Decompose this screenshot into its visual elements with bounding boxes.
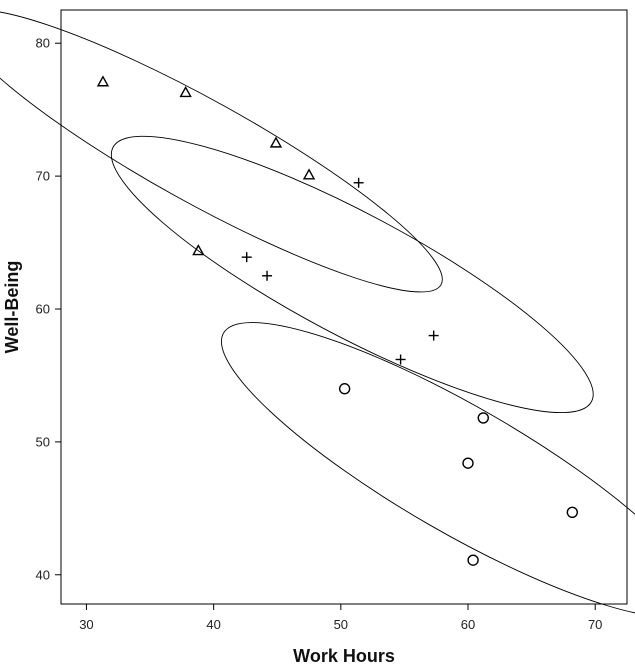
y-tick-label: 70 xyxy=(36,169,50,184)
x-tick-label: 30 xyxy=(79,617,93,632)
y-tick-label: 50 xyxy=(36,434,50,449)
plus-marker xyxy=(428,330,439,341)
plus-marker xyxy=(395,354,406,365)
circle-marker xyxy=(338,383,351,395)
triangle-marker xyxy=(302,168,316,180)
y-axis-title: Well-Being xyxy=(2,261,22,354)
y-tick-label: 80 xyxy=(36,36,50,51)
x-tick-label: 70 xyxy=(588,617,602,632)
y-tick-label: 60 xyxy=(36,301,50,316)
triangle-marker xyxy=(192,244,205,256)
circle-marker xyxy=(462,457,474,469)
x-tick-label: 60 xyxy=(461,617,475,632)
circle-marker xyxy=(467,554,479,566)
triangle-marker xyxy=(269,136,283,148)
y-tick-label: 40 xyxy=(36,567,50,582)
cluster-ellipse-2 xyxy=(110,135,594,414)
x-tick-label: 50 xyxy=(334,617,348,632)
x-tick-label: 40 xyxy=(206,617,220,632)
plus-marker xyxy=(241,252,252,263)
plot-frame xyxy=(60,9,628,605)
cluster-ellipse-1 xyxy=(0,9,443,293)
plus-marker xyxy=(353,177,364,188)
x-axis-title: Work Hours xyxy=(293,646,395,666)
circle-marker xyxy=(477,412,489,424)
plus-marker xyxy=(262,270,273,281)
cluster-ellipse-3 xyxy=(221,322,635,618)
triangle-marker xyxy=(96,75,110,87)
circle-marker xyxy=(566,506,579,519)
triangle-marker xyxy=(179,85,192,98)
